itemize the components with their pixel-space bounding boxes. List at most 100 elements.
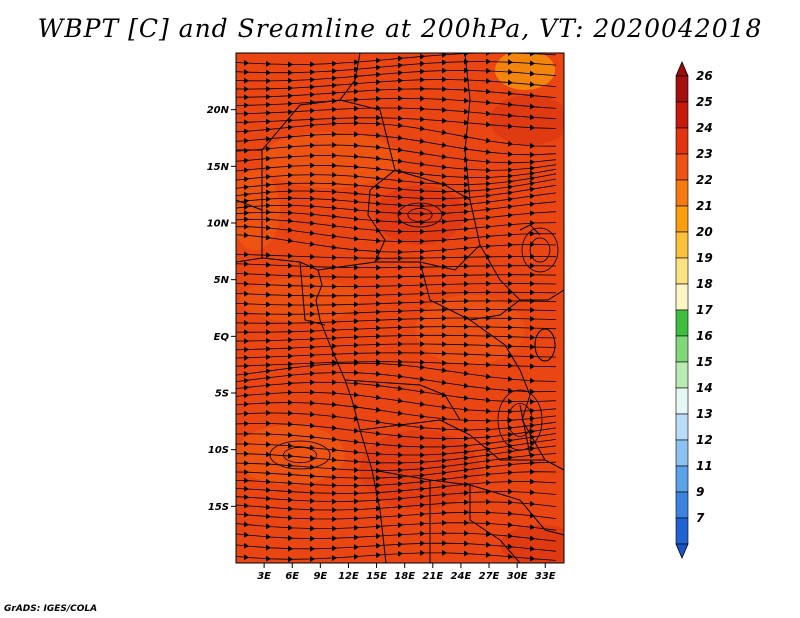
colorbar-swatch: [675, 283, 689, 311]
colorbar-label: 7: [696, 511, 705, 525]
colorbar-label: 13: [696, 407, 713, 421]
lon-tick-label: 9E: [313, 571, 327, 582]
wbpt-patch: [490, 95, 564, 145]
country-border: [429, 479, 564, 536]
streamline-eddy: [283, 446, 317, 464]
colorbar-swatch: [675, 465, 689, 493]
colorbar-swatch: [675, 517, 689, 545]
country-border: [469, 199, 564, 301]
lon-tick-label: 6E: [285, 571, 299, 582]
wbpt-patch: [375, 185, 465, 245]
colorbar-swatch: [675, 335, 689, 363]
streamline: [236, 519, 557, 532]
country-border: [236, 257, 387, 563]
streamline-eddy: [407, 207, 433, 222]
country-border: [359, 419, 545, 461]
country-border: [394, 53, 471, 201]
colorbar-label: 19: [696, 251, 713, 265]
colorbar-label: 20: [696, 225, 713, 239]
map-area: [235, 52, 565, 564]
country-border: [236, 199, 263, 211]
latitude-ticks: 20N 15N 10N 5N EQ 5S 10S 15S: [207, 105, 236, 513]
colorbar-label: 16: [696, 329, 713, 343]
streamline-eddy: [269, 440, 331, 470]
lat-tick-label: EQ: [214, 332, 230, 343]
streamline: [236, 270, 557, 281]
streamline-eddy: [397, 202, 443, 228]
colorbar-label: 18: [696, 277, 713, 291]
lat-tick-label: 10S: [208, 445, 229, 456]
streamline: [236, 289, 557, 299]
streamlines: [236, 53, 559, 563]
colorbar-swatch: [675, 231, 689, 259]
streamline: [236, 280, 557, 290]
colorbar-swatch: [675, 101, 689, 129]
colorbar-swatch: [675, 153, 689, 181]
streamline-eddy: [507, 403, 533, 437]
streamline: [236, 509, 557, 523]
lat-tick-label: 5S: [215, 389, 229, 400]
streamline: [236, 260, 557, 271]
colorbar-label: 14: [696, 381, 713, 395]
lon-tick-label: 30E: [507, 571, 528, 582]
colorbar-swatch: [675, 309, 689, 337]
lon-tick-label: 3E: [257, 571, 271, 582]
lon-tick-label: 33E: [535, 571, 556, 582]
lat-tick-label: 15S: [208, 502, 229, 513]
lon-tick-label: 27E: [479, 571, 500, 582]
colorbar-swatch: [675, 179, 689, 207]
map-title: WBPT [C] and Sreamline at 200hPa, VT: 20…: [37, 14, 763, 43]
colorbar-swatch: [675, 413, 689, 441]
wbpt-patch: [260, 132, 400, 188]
colorbar-high-end: [675, 60, 689, 77]
colorbar-swatch: [675, 491, 689, 519]
streamline: [236, 314, 557, 327]
map-frame: [235, 52, 565, 564]
colorbar-label: 23: [696, 147, 713, 161]
streamline: [236, 95, 557, 110]
lon-tick-label: 18E: [394, 571, 415, 582]
colorbar-label: 21: [696, 199, 713, 213]
country-borders: [236, 53, 564, 563]
lon-tick-label: 21E: [422, 571, 443, 582]
colorbar-swatch: [675, 205, 689, 233]
country-border: [375, 244, 481, 271]
colorbar-swatch: [675, 387, 689, 415]
colorbar-label: 24: [696, 121, 713, 135]
grads-credit: GrADS: IGES/COLA: [4, 604, 98, 614]
streamline: [236, 323, 557, 336]
lon-tick-label: 15E: [366, 571, 387, 582]
country-border: [317, 99, 396, 271]
lon-tick-label: 24E: [451, 571, 472, 582]
colorbar-swatch: [675, 361, 689, 389]
colorbar-label: 26: [696, 69, 713, 83]
nile-feature: [519, 224, 541, 236]
country-border: [299, 261, 326, 326]
colorbar-label: 15: [696, 355, 713, 369]
streamline: [236, 349, 557, 361]
colorbar-label: 22: [696, 173, 713, 187]
colorbar-low-end: [675, 543, 689, 560]
lat-tick-label: 5N: [214, 275, 230, 286]
lat-tick-label: 15N: [207, 162, 230, 173]
streamline-eddy: [497, 389, 543, 451]
lat-tick-label: 10N: [207, 219, 230, 230]
streamline: [236, 540, 557, 552]
colorbar-swatch: [675, 127, 689, 155]
streamline: [236, 498, 557, 514]
streamline: [236, 549, 557, 563]
lake-victoria: [534, 328, 556, 362]
streamline: [236, 297, 557, 309]
lat-tick-label: 20N: [207, 105, 230, 116]
colorbar-label: 25: [696, 95, 713, 109]
colorbar-swatch: [675, 257, 689, 285]
colorbar-label: 12: [696, 433, 713, 447]
streamline: [236, 530, 557, 542]
streamline-eddy: [521, 227, 559, 273]
colorbar: 26 25 24 23 22 21 20 19 18 17 16 15 14 13 12 11 9 7: [675, 60, 713, 560]
country-border: [261, 53, 361, 258]
colorbar-label: 11: [696, 459, 713, 473]
streamline: [236, 306, 557, 318]
lon-tick-label: 12E: [338, 571, 359, 582]
